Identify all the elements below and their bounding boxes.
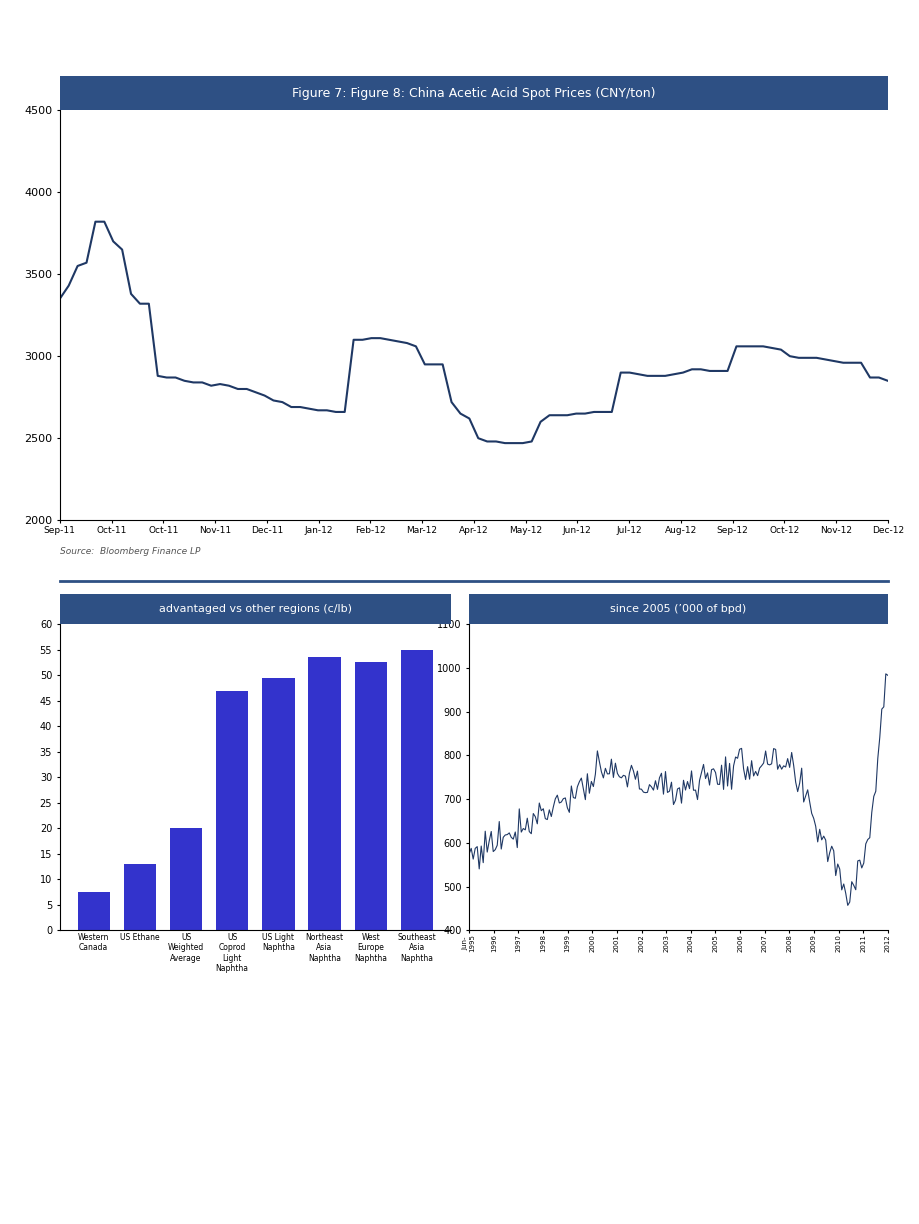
Text: advantaged vs other regions (c/lb): advantaged vs other regions (c/lb) xyxy=(159,603,351,614)
Bar xyxy=(308,657,340,930)
Text: Source:  Bloomberg Finance LP: Source: Bloomberg Finance LP xyxy=(60,547,200,556)
Bar xyxy=(170,829,202,930)
Bar xyxy=(123,864,156,930)
Text: since 2005 (’000 of bpd): since 2005 (’000 of bpd) xyxy=(609,603,746,614)
Bar xyxy=(216,690,248,930)
Bar xyxy=(354,662,387,930)
Text: Figure 7: Figure 8: China Acetic Acid Spot Prices (CNY/ton): Figure 7: Figure 8: China Acetic Acid Sp… xyxy=(291,87,655,99)
Bar xyxy=(77,892,109,930)
Bar xyxy=(262,678,294,930)
Bar xyxy=(401,650,433,930)
